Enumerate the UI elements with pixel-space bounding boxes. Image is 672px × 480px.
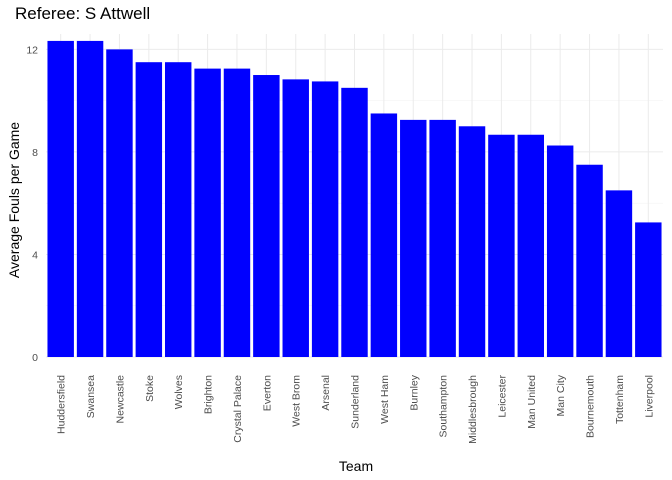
x-tick-label: Burnley — [408, 374, 420, 410]
bar — [47, 40, 74, 358]
bar — [546, 145, 574, 357]
x-tick-label: Swansea — [85, 375, 97, 418]
y-tick-label: 0 — [32, 352, 38, 364]
bar — [282, 79, 309, 357]
x-tick-label: Brighton — [203, 375, 215, 414]
bar — [605, 190, 633, 357]
bar — [517, 134, 545, 357]
x-tick-label: Middlesbrough — [467, 375, 479, 444]
x-tick-label: Man City — [555, 374, 567, 416]
x-tick-label: Arsenal — [320, 375, 332, 411]
bar — [429, 119, 456, 357]
bar — [458, 126, 486, 358]
x-tick-label: Sunderland — [350, 375, 362, 429]
bar — [400, 119, 427, 357]
bar — [253, 75, 280, 358]
bars — [47, 40, 662, 358]
y-tick-label: 8 — [32, 147, 38, 159]
x-tick-label: Bournemouth — [585, 375, 597, 438]
y-tick-label: 4 — [32, 249, 38, 261]
x-tick-label: Crystal Palace — [232, 375, 244, 443]
x-tick-label: Tottenham — [614, 375, 626, 424]
bar — [488, 134, 515, 357]
x-tick-label: Liverpool — [643, 375, 655, 418]
x-tick-label: Southampton — [438, 375, 450, 438]
y-tick-label: 12 — [26, 44, 38, 56]
bar — [135, 62, 163, 357]
x-tick-label: Man United — [526, 375, 538, 429]
bar — [223, 68, 251, 357]
bar — [576, 164, 603, 357]
bar — [341, 87, 368, 357]
x-axis-ticks: Huddersfield Swansea Newcastle Stoke Wolves B… — [56, 374, 656, 444]
x-tick-label: Huddersfield — [56, 375, 68, 434]
bar — [635, 222, 662, 357]
y-axis-ticks: 0 4 8 12 — [26, 44, 38, 364]
bar — [164, 62, 192, 357]
bar — [370, 113, 398, 357]
bar — [76, 40, 104, 358]
bar — [194, 68, 221, 357]
x-tick-label: Everton — [261, 375, 273, 411]
chart-title: Referee: S Attwell — [15, 4, 151, 23]
x-tick-label: West Ham — [379, 375, 391, 424]
x-tick-label: West Brom — [291, 375, 303, 427]
x-tick-label: Stoke — [144, 375, 156, 402]
x-tick-label: Newcastle — [114, 375, 126, 424]
x-tick-label: Leicester — [496, 375, 508, 418]
x-axis-title: Team — [339, 458, 373, 474]
x-tick-label: Wolves — [173, 375, 185, 409]
bar — [106, 49, 133, 357]
y-axis-title: Average Fouls per Game — [6, 122, 22, 278]
bar — [311, 81, 339, 357]
